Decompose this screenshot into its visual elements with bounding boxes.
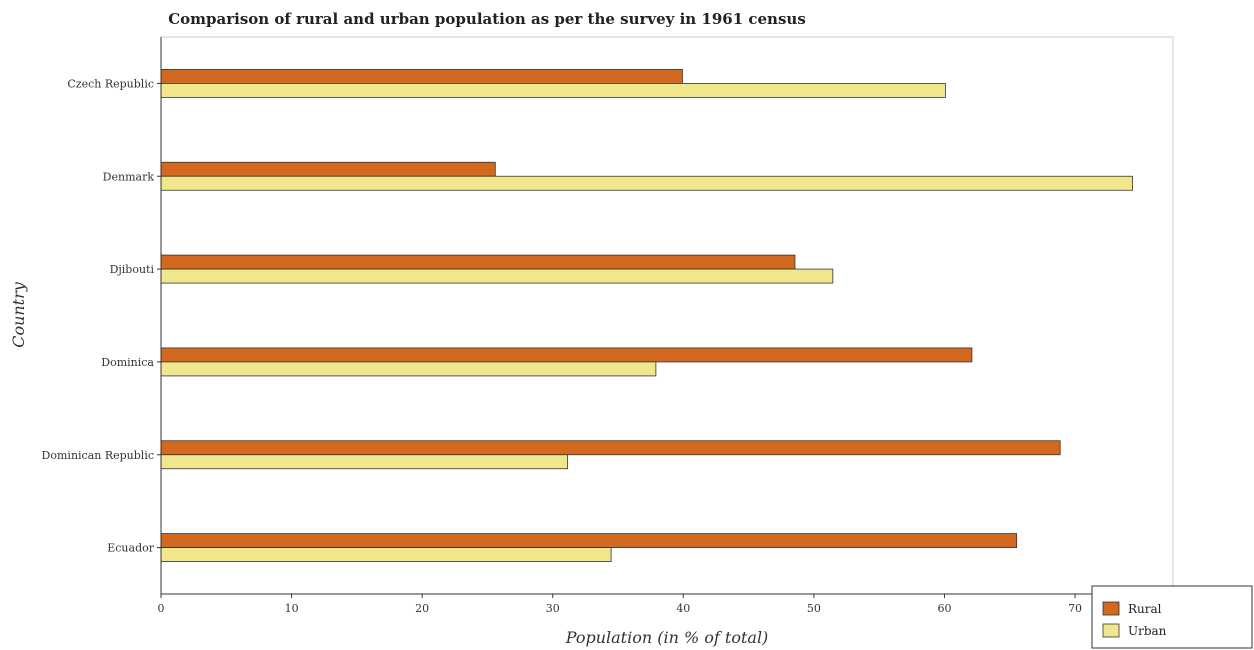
x-tick-label: 0	[158, 602, 165, 615]
bar-rural-dominica	[160, 347, 973, 363]
bar-rural-ecuador	[160, 533, 1018, 548]
bar-urban-dominica	[160, 361, 657, 377]
x-tick-label: 60	[937, 602, 951, 615]
y-tick-label: Denmark	[103, 170, 155, 183]
x-tick-label: 40	[676, 602, 690, 615]
bar-rural-djibouti	[160, 254, 796, 270]
bars-group	[160, 69, 1133, 562]
x-axis: 0 10 20 30 40 50 60 70	[158, 593, 1173, 615]
bar-urban-dominican-republic	[160, 454, 569, 470]
legend-label-urban: Urban	[1128, 624, 1167, 638]
legend-swatch-urban	[1102, 623, 1120, 638]
chart-title: Comparison of rural and urban population…	[168, 10, 806, 28]
x-axis-label: Population (in % of total)	[565, 628, 769, 647]
x-tick-label: 70	[1068, 602, 1082, 615]
y-axis: Czech Republic Denmark Djibouti Dominica Dom…	[42, 37, 162, 594]
y-tick-label: Dominica	[101, 356, 154, 369]
legend: Rural Urban	[1091, 585, 1253, 649]
bar-urban-denmark	[160, 175, 1133, 191]
bar-urban-czech-republic	[160, 83, 946, 98]
legend-label-rural: Rural	[1128, 602, 1162, 616]
bar-rural-dominican-republic	[160, 440, 1061, 456]
y-tick-label: Czech Republic	[67, 77, 154, 90]
y-tick-label: Dominican Republic	[42, 449, 154, 462]
plot-area	[160, 36, 1174, 595]
y-tick-label: Ecuador	[107, 542, 154, 555]
bar-urban-ecuador	[160, 547, 612, 562]
x-tick-label: 10	[285, 602, 299, 615]
x-tick-label: 20	[415, 602, 429, 615]
bar-urban-djibouti	[160, 268, 834, 284]
y-tick-label: Djibouti	[110, 263, 155, 276]
y-axis-label: Country	[9, 281, 28, 348]
legend-box	[1091, 585, 1253, 649]
legend-swatch-rural	[1102, 601, 1120, 616]
bar-rural-denmark	[160, 161, 496, 177]
bar-rural-czech-republic	[160, 69, 683, 84]
x-tick-label: 50	[807, 602, 821, 615]
x-tick-label: 30	[546, 602, 560, 615]
